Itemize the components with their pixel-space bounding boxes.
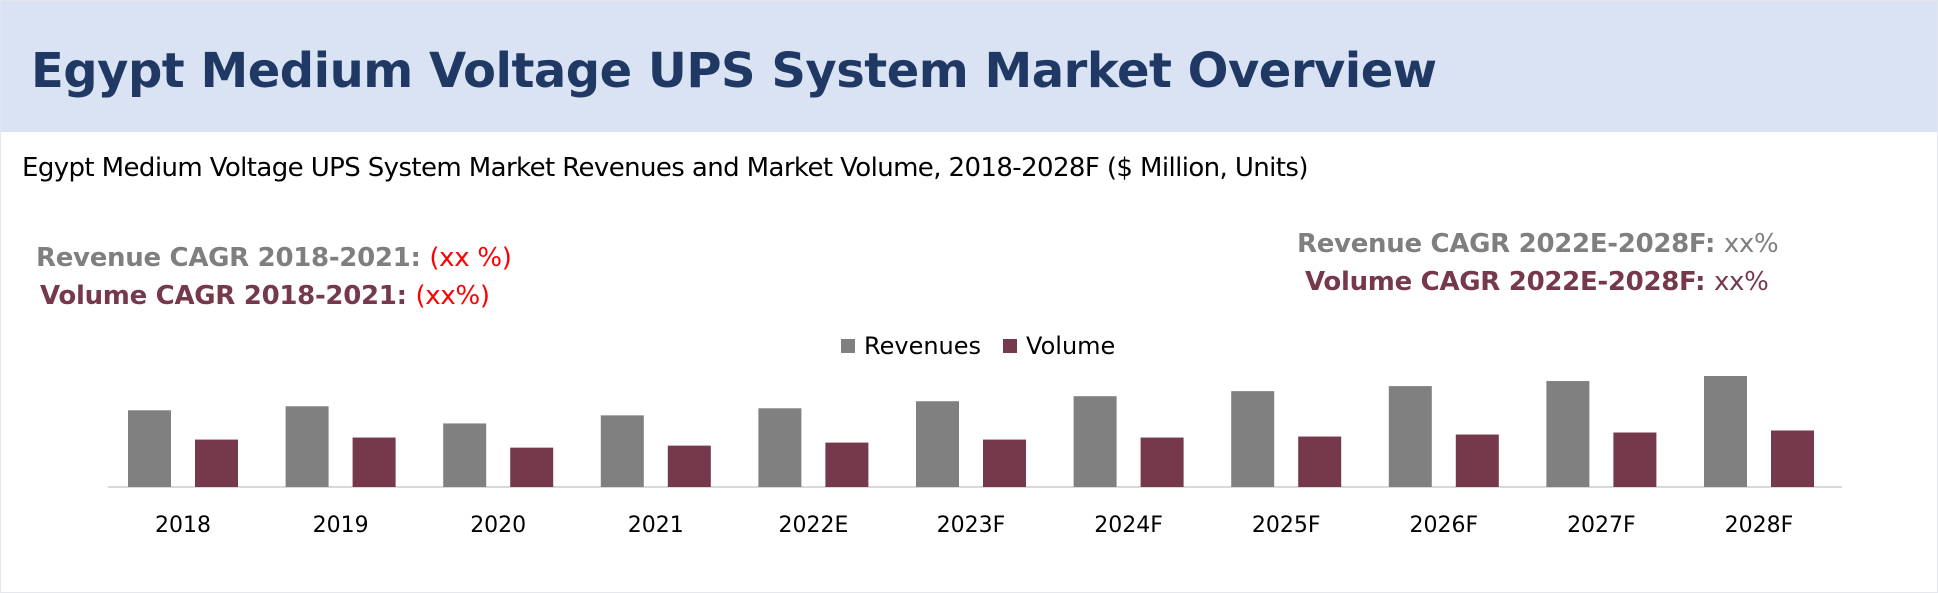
volume-cagr-historical-value: (xx%) bbox=[415, 281, 490, 311]
volume-cagr-forecast-value: xx% bbox=[1713, 267, 1769, 297]
volume-cagr-forecast: Volume CAGR 2022E-2028F: xx% bbox=[1305, 267, 1769, 297]
x-tick-label: 2024F bbox=[1094, 513, 1163, 538]
x-tick-label: 2025F bbox=[1252, 513, 1321, 538]
bar-revenues-2019 bbox=[285, 406, 329, 487]
bar-revenues-2018 bbox=[128, 410, 171, 487]
legend-item-volume: Volume bbox=[1003, 332, 1115, 360]
volume-cagr-historical-label: Volume CAGR 2018-2021: bbox=[40, 281, 407, 311]
bar-revenues-2026f bbox=[1388, 386, 1432, 487]
revenue-cagr-forecast-value: xx% bbox=[1723, 229, 1779, 259]
bar-revenues-2027f bbox=[1546, 381, 1590, 487]
chart-legend: Revenues Volume bbox=[841, 331, 1137, 361]
x-tick-label: 2023F bbox=[937, 513, 1006, 538]
bar-revenues-2025f bbox=[1231, 391, 1275, 487]
x-tick-label: 2018 bbox=[155, 513, 211, 538]
x-tick-label: 2028F bbox=[1725, 513, 1794, 538]
bar-revenues-2021 bbox=[600, 415, 644, 487]
bar-revenues-2022e bbox=[758, 408, 802, 487]
revenue-cagr-historical-label: Revenue CAGR 2018-2021: bbox=[36, 243, 421, 273]
x-tick-label: 2021 bbox=[628, 513, 684, 538]
bar-revenues-2020 bbox=[443, 423, 487, 487]
volume-cagr-historical: Volume CAGR 2018-2021: (xx%) bbox=[40, 281, 490, 311]
page-title: Egypt Medium Voltage UPS System Market O… bbox=[31, 43, 1437, 99]
bar-volume-2021 bbox=[667, 445, 711, 487]
chart-subtitle: Egypt Medium Voltage UPS System Market R… bbox=[22, 153, 1308, 183]
revenue-cagr-forecast: Revenue CAGR 2022E-2028F: xx% bbox=[1297, 229, 1779, 259]
bar-revenues-2023f bbox=[916, 401, 959, 487]
x-tick-label: 2026F bbox=[1409, 513, 1478, 538]
x-tick-label: 2022E bbox=[778, 513, 848, 538]
x-tick-label: 2027F bbox=[1567, 513, 1636, 538]
bar-revenues-2024f bbox=[1073, 396, 1117, 487]
revenue-cagr-historical-value: (xx %) bbox=[429, 243, 512, 273]
legend-label-revenues: Revenues bbox=[864, 332, 982, 360]
bar-revenues-2028f bbox=[1704, 376, 1747, 487]
bar-volume-2019 bbox=[352, 437, 396, 487]
bar-volume-2024f bbox=[1140, 437, 1184, 487]
bar-volume-2022e bbox=[825, 442, 869, 487]
bar-volume-2018 bbox=[195, 439, 238, 487]
legend-swatch-volume bbox=[1003, 339, 1018, 353]
volume-cagr-forecast-label: Volume CAGR 2022E-2028F: bbox=[1305, 267, 1706, 297]
bar-volume-2023f bbox=[983, 439, 1026, 487]
bar-volume-2028f bbox=[1771, 430, 1814, 487]
title-banner: Egypt Medium Voltage UPS System Market O… bbox=[1, 1, 1937, 132]
revenue-cagr-historical: Revenue CAGR 2018-2021: (xx %) bbox=[36, 243, 512, 273]
bar-volume-2020 bbox=[510, 447, 554, 487]
legend-label-volume: Volume bbox=[1026, 332, 1116, 360]
bar-volume-2025f bbox=[1298, 436, 1342, 487]
revenue-cagr-forecast-label: Revenue CAGR 2022E-2028F: bbox=[1297, 229, 1716, 259]
x-tick-label: 2020 bbox=[470, 513, 526, 538]
x-tick-label: 2019 bbox=[313, 513, 369, 538]
bar-volume-2026f bbox=[1455, 434, 1499, 487]
legend-item-revenues: Revenues bbox=[841, 332, 981, 360]
legend-swatch-revenues bbox=[841, 339, 855, 353]
bar-volume-2027f bbox=[1613, 432, 1657, 487]
